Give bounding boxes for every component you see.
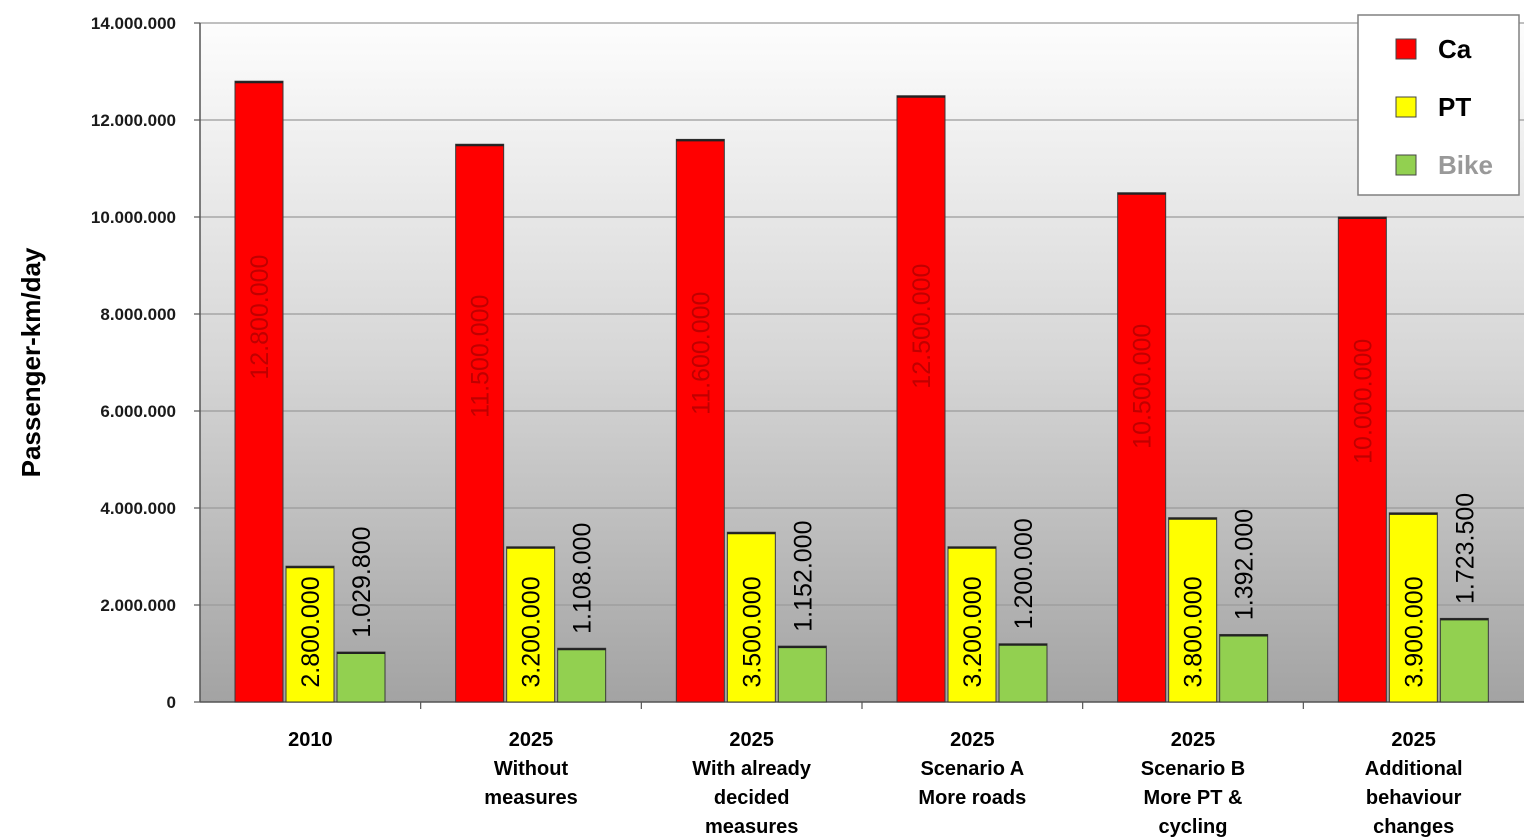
- data-label-pt: 2.800.000: [297, 576, 325, 687]
- bar-bike: [557, 647, 607, 703]
- data-label-ca: 10.000.000: [1349, 339, 1377, 464]
- bar-bike: [998, 643, 1048, 703]
- bar-pt: [506, 546, 556, 703]
- bar-bike: [336, 651, 386, 703]
- plot-area: [200, 23, 1524, 702]
- bar-ca: [896, 95, 946, 703]
- y-tick-label: 8.000.000: [100, 305, 176, 324]
- bar-pt: [1388, 512, 1438, 703]
- y-tick-label: 12.000.000: [91, 111, 176, 130]
- data-label-pt: 3.200.000: [959, 576, 987, 687]
- x-category-label: 2025: [950, 729, 995, 751]
- data-label-bike: 1.029.800: [348, 526, 376, 637]
- legend-swatch-pt: [1395, 96, 1417, 118]
- data-label-bike: 1.200.000: [1010, 518, 1038, 629]
- data-label-ca: 12.800.000: [246, 255, 274, 380]
- x-category-label: 2025: [1391, 729, 1436, 751]
- x-category-label: 2025: [1171, 729, 1216, 751]
- legend-label-ca: Ca: [1438, 34, 1472, 64]
- x-category-label: measures: [484, 787, 577, 809]
- bar-bike: [1219, 633, 1269, 703]
- data-label-ca: 10.500.000: [1129, 324, 1157, 449]
- data-label-bike: 1.108.000: [569, 523, 597, 634]
- x-category-label: changes: [1373, 816, 1454, 838]
- data-label-ca: 11.600.000: [687, 292, 715, 415]
- x-category-label: measures: [705, 816, 798, 838]
- y-tick-label: 0: [167, 693, 176, 712]
- legend-box: [1357, 14, 1520, 196]
- x-category-label: Scenario B: [1141, 758, 1245, 780]
- x-category-label: decided: [714, 787, 790, 809]
- y-tick-label: 6.000.000: [100, 402, 176, 421]
- x-category-label: Scenario A: [920, 758, 1024, 780]
- legend-label-bike: Bike: [1438, 150, 1493, 180]
- x-category-label: 2025: [729, 729, 774, 751]
- data-label-bike: 1.723.500: [1451, 493, 1479, 604]
- y-tick-label: 2.000.000: [100, 596, 176, 615]
- bar-bike: [777, 645, 827, 703]
- bar-pt: [1168, 517, 1218, 703]
- data-label-ca: 12.500.000: [908, 264, 936, 389]
- y-tick-label: 4.000.000: [100, 499, 176, 518]
- data-label-bike: 1.152.000: [789, 521, 817, 632]
- bar-ca: [1117, 192, 1167, 703]
- y-tick-label: 14.000.000: [91, 14, 176, 33]
- bar-ca: [675, 138, 725, 703]
- x-category-label: With already: [692, 758, 812, 780]
- x-category-label: More PT &: [1144, 787, 1243, 809]
- legend-label-pt: PT: [1438, 92, 1471, 122]
- legend-swatch-ca: [1395, 38, 1417, 60]
- x-category-label: behaviour: [1366, 787, 1462, 809]
- data-label-pt: 3.500.000: [738, 576, 766, 687]
- bar-ca: [1337, 216, 1387, 703]
- bar-ca: [234, 80, 284, 703]
- bar-pt: [726, 531, 776, 703]
- data-label-pt: 3.900.000: [1400, 576, 1428, 687]
- x-category-label: cycling: [1159, 816, 1228, 838]
- x-category-label: More roads: [918, 787, 1026, 809]
- x-category-label: 2010: [288, 729, 333, 751]
- y-axis-title: Passenger-km/day: [16, 247, 46, 477]
- data-label-pt: 3.800.000: [1180, 576, 1208, 687]
- data-label-ca: 11.500.000: [467, 295, 495, 418]
- y-tick-label: 10.000.000: [91, 208, 176, 227]
- data-label-pt: 3.200.000: [518, 576, 546, 687]
- x-category-label: Additional: [1365, 758, 1463, 780]
- x-category-label: Without: [494, 758, 569, 780]
- bar-bike: [1439, 617, 1489, 703]
- bar-ca: [455, 143, 505, 703]
- legend-swatch-bike: [1395, 154, 1417, 176]
- data-label-bike: 1.392.000: [1231, 509, 1259, 620]
- x-category-label: 2025: [509, 729, 554, 751]
